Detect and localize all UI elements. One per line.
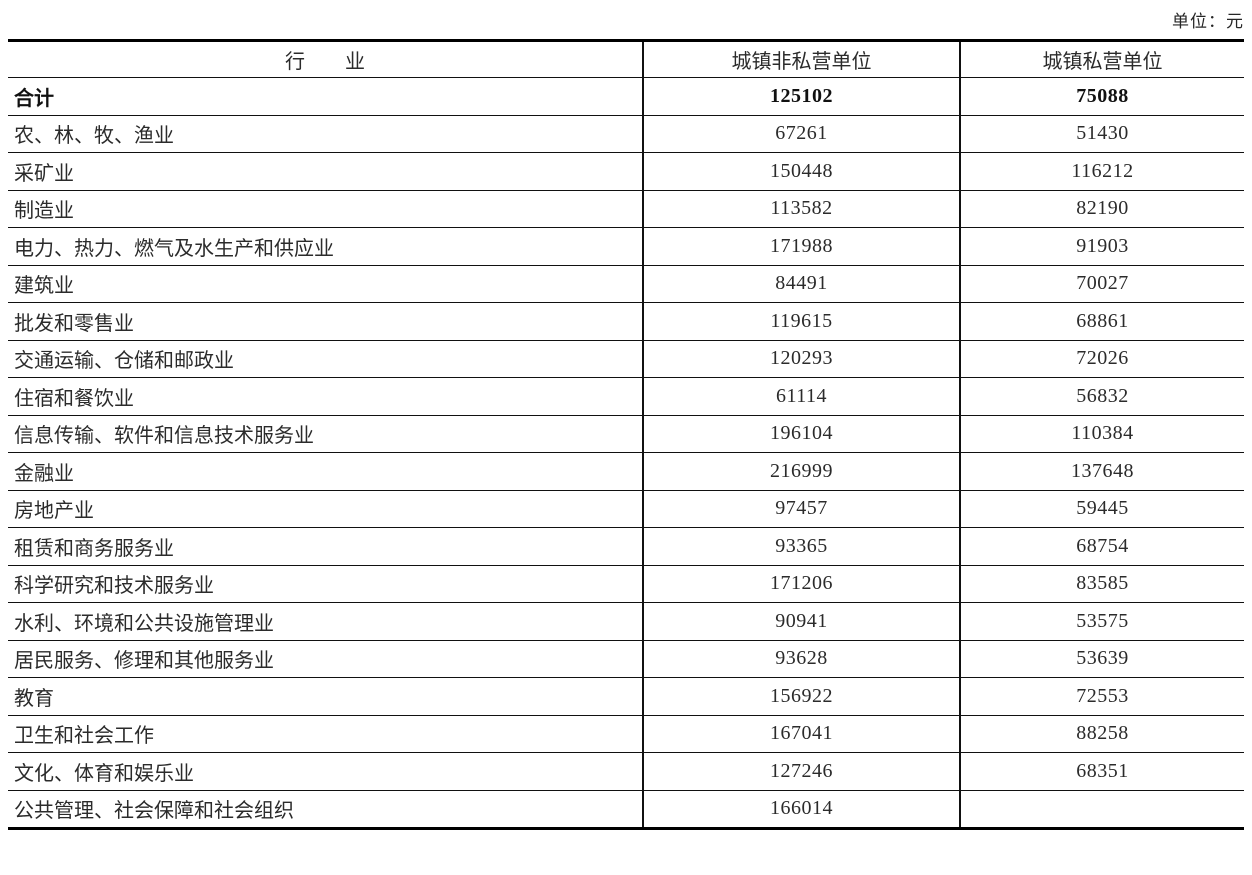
non-private-value-cell: 156922 [643,677,961,716]
non-private-value-cell: 196104 [643,415,961,453]
industry-cell: 农、林、牧、渔业 [8,115,644,153]
table-row: 卫生和社会工作 167041 88258 [8,715,1244,753]
industry-cell: 批发和零售业 [8,302,644,341]
table-row: 交通运输、仓储和邮政业 120293 72026 [8,340,1244,378]
table-row: 合计 125102 75088 [8,77,1244,116]
non-private-value-cell: 171988 [643,227,961,266]
industry-cell: 公共管理、社会保障和社会组织 [8,790,644,829]
table-row: 制造业 113582 82190 [8,190,1244,228]
private-value-cell: 68861 [960,302,1244,341]
non-private-value-cell: 93365 [643,527,961,566]
non-private-value-cell: 166014 [643,790,961,829]
private-value-cell: 70027 [960,265,1244,303]
non-private-value-cell: 167041 [643,715,961,753]
table-row: 租赁和商务服务业 93365 68754 [8,527,1244,566]
table-row: 水利、环境和公共设施管理业 90941 53575 [8,602,1244,641]
private-value-cell: 59445 [960,490,1244,528]
private-value-cell: 83585 [960,565,1244,603]
private-value-cell [960,790,1244,829]
non-private-value-cell: 119615 [643,302,961,341]
industry-cell: 房地产业 [8,490,644,528]
non-private-value-cell: 113582 [643,190,961,228]
non-private-value-cell: 61114 [643,377,961,416]
table-row: 科学研究和技术服务业 171206 83585 [8,565,1244,603]
private-value-cell: 72026 [960,340,1244,378]
non-private-value-cell: 216999 [643,452,961,491]
table-row: 公共管理、社会保障和社会组织 166014 [8,790,1244,829]
table-row: 文化、体育和娱乐业 127246 68351 [8,752,1244,791]
industry-cell: 信息传输、软件和信息技术服务业 [8,415,644,453]
table-row: 金融业 216999 137648 [8,452,1244,491]
non-private-value-cell: 171206 [643,565,961,603]
private-value-cell: 72553 [960,677,1244,716]
private-value-cell: 91903 [960,227,1244,266]
table-row: 房地产业 97457 59445 [8,490,1244,528]
private-value-cell: 82190 [960,190,1244,228]
header-row: 行 业 城镇非私营单位 城镇私营单位 [8,40,1244,78]
private-value-cell: 56832 [960,377,1244,416]
industry-cell: 合计 [8,77,644,116]
private-value-cell: 137648 [960,452,1244,491]
table-row: 建筑业 84491 70027 [8,265,1244,303]
industry-cell: 金融业 [8,452,644,491]
wage-table: 行 业 城镇非私营单位 城镇私营单位 合计 125102 75088 农、林、牧… [8,39,1244,830]
table-row: 采矿业 150448 116212 [8,152,1244,191]
industry-cell: 租赁和商务服务业 [8,527,644,566]
non-private-value-cell: 93628 [643,640,961,678]
private-value-cell: 68351 [960,752,1244,791]
non-private-value-cell: 127246 [643,752,961,791]
industry-cell: 居民服务、修理和其他服务业 [8,640,644,678]
private-value-cell: 116212 [960,152,1244,191]
private-value-cell: 68754 [960,527,1244,566]
table-row: 信息传输、软件和信息技术服务业 196104 110384 [8,415,1244,453]
non-private-value-cell: 150448 [643,152,961,191]
non-private-value-cell: 84491 [643,265,961,303]
column-header-industry: 行 业 [8,40,644,78]
table-row: 农、林、牧、渔业 67261 51430 [8,115,1244,153]
industry-cell: 水利、环境和公共设施管理业 [8,602,644,641]
unit-label: 单位：元 [1172,12,1244,31]
non-private-value-cell: 97457 [643,490,961,528]
table-row: 住宿和餐饮业 61114 56832 [8,377,1244,416]
industry-cell: 住宿和餐饮业 [8,377,644,416]
industry-cell: 制造业 [8,190,644,228]
table-row: 教育 156922 72553 [8,677,1244,716]
private-value-cell: 75088 [960,77,1244,116]
industry-cell: 交通运输、仓储和邮政业 [8,340,644,378]
table-row: 电力、热力、燃气及水生产和供应业 171988 91903 [8,227,1244,266]
private-value-cell: 53639 [960,640,1244,678]
non-private-value-cell: 67261 [643,115,961,153]
industry-cell: 建筑业 [8,265,644,303]
non-private-value-cell: 90941 [643,602,961,641]
non-private-value-cell: 125102 [643,77,961,116]
industry-cell: 教育 [8,677,644,716]
private-value-cell: 51430 [960,115,1244,153]
private-value-cell: 53575 [960,602,1244,641]
non-private-value-cell: 120293 [643,340,961,378]
table-row: 批发和零售业 119615 68861 [8,302,1244,341]
private-value-cell: 110384 [960,415,1244,453]
industry-cell: 文化、体育和娱乐业 [8,752,644,791]
industry-cell: 卫生和社会工作 [8,715,644,753]
table-row: 居民服务、修理和其他服务业 93628 53639 [8,640,1244,678]
industry-cell: 科学研究和技术服务业 [8,565,644,603]
private-value-cell: 88258 [960,715,1244,753]
industry-cell: 采矿业 [8,152,644,191]
column-header-non-private: 城镇非私营单位 [643,40,961,78]
column-header-private: 城镇私营单位 [960,40,1244,78]
industry-cell: 电力、热力、燃气及水生产和供应业 [8,227,644,266]
table-body: 合计 125102 75088 农、林、牧、渔业 67261 51430 采矿业… [8,77,1244,829]
